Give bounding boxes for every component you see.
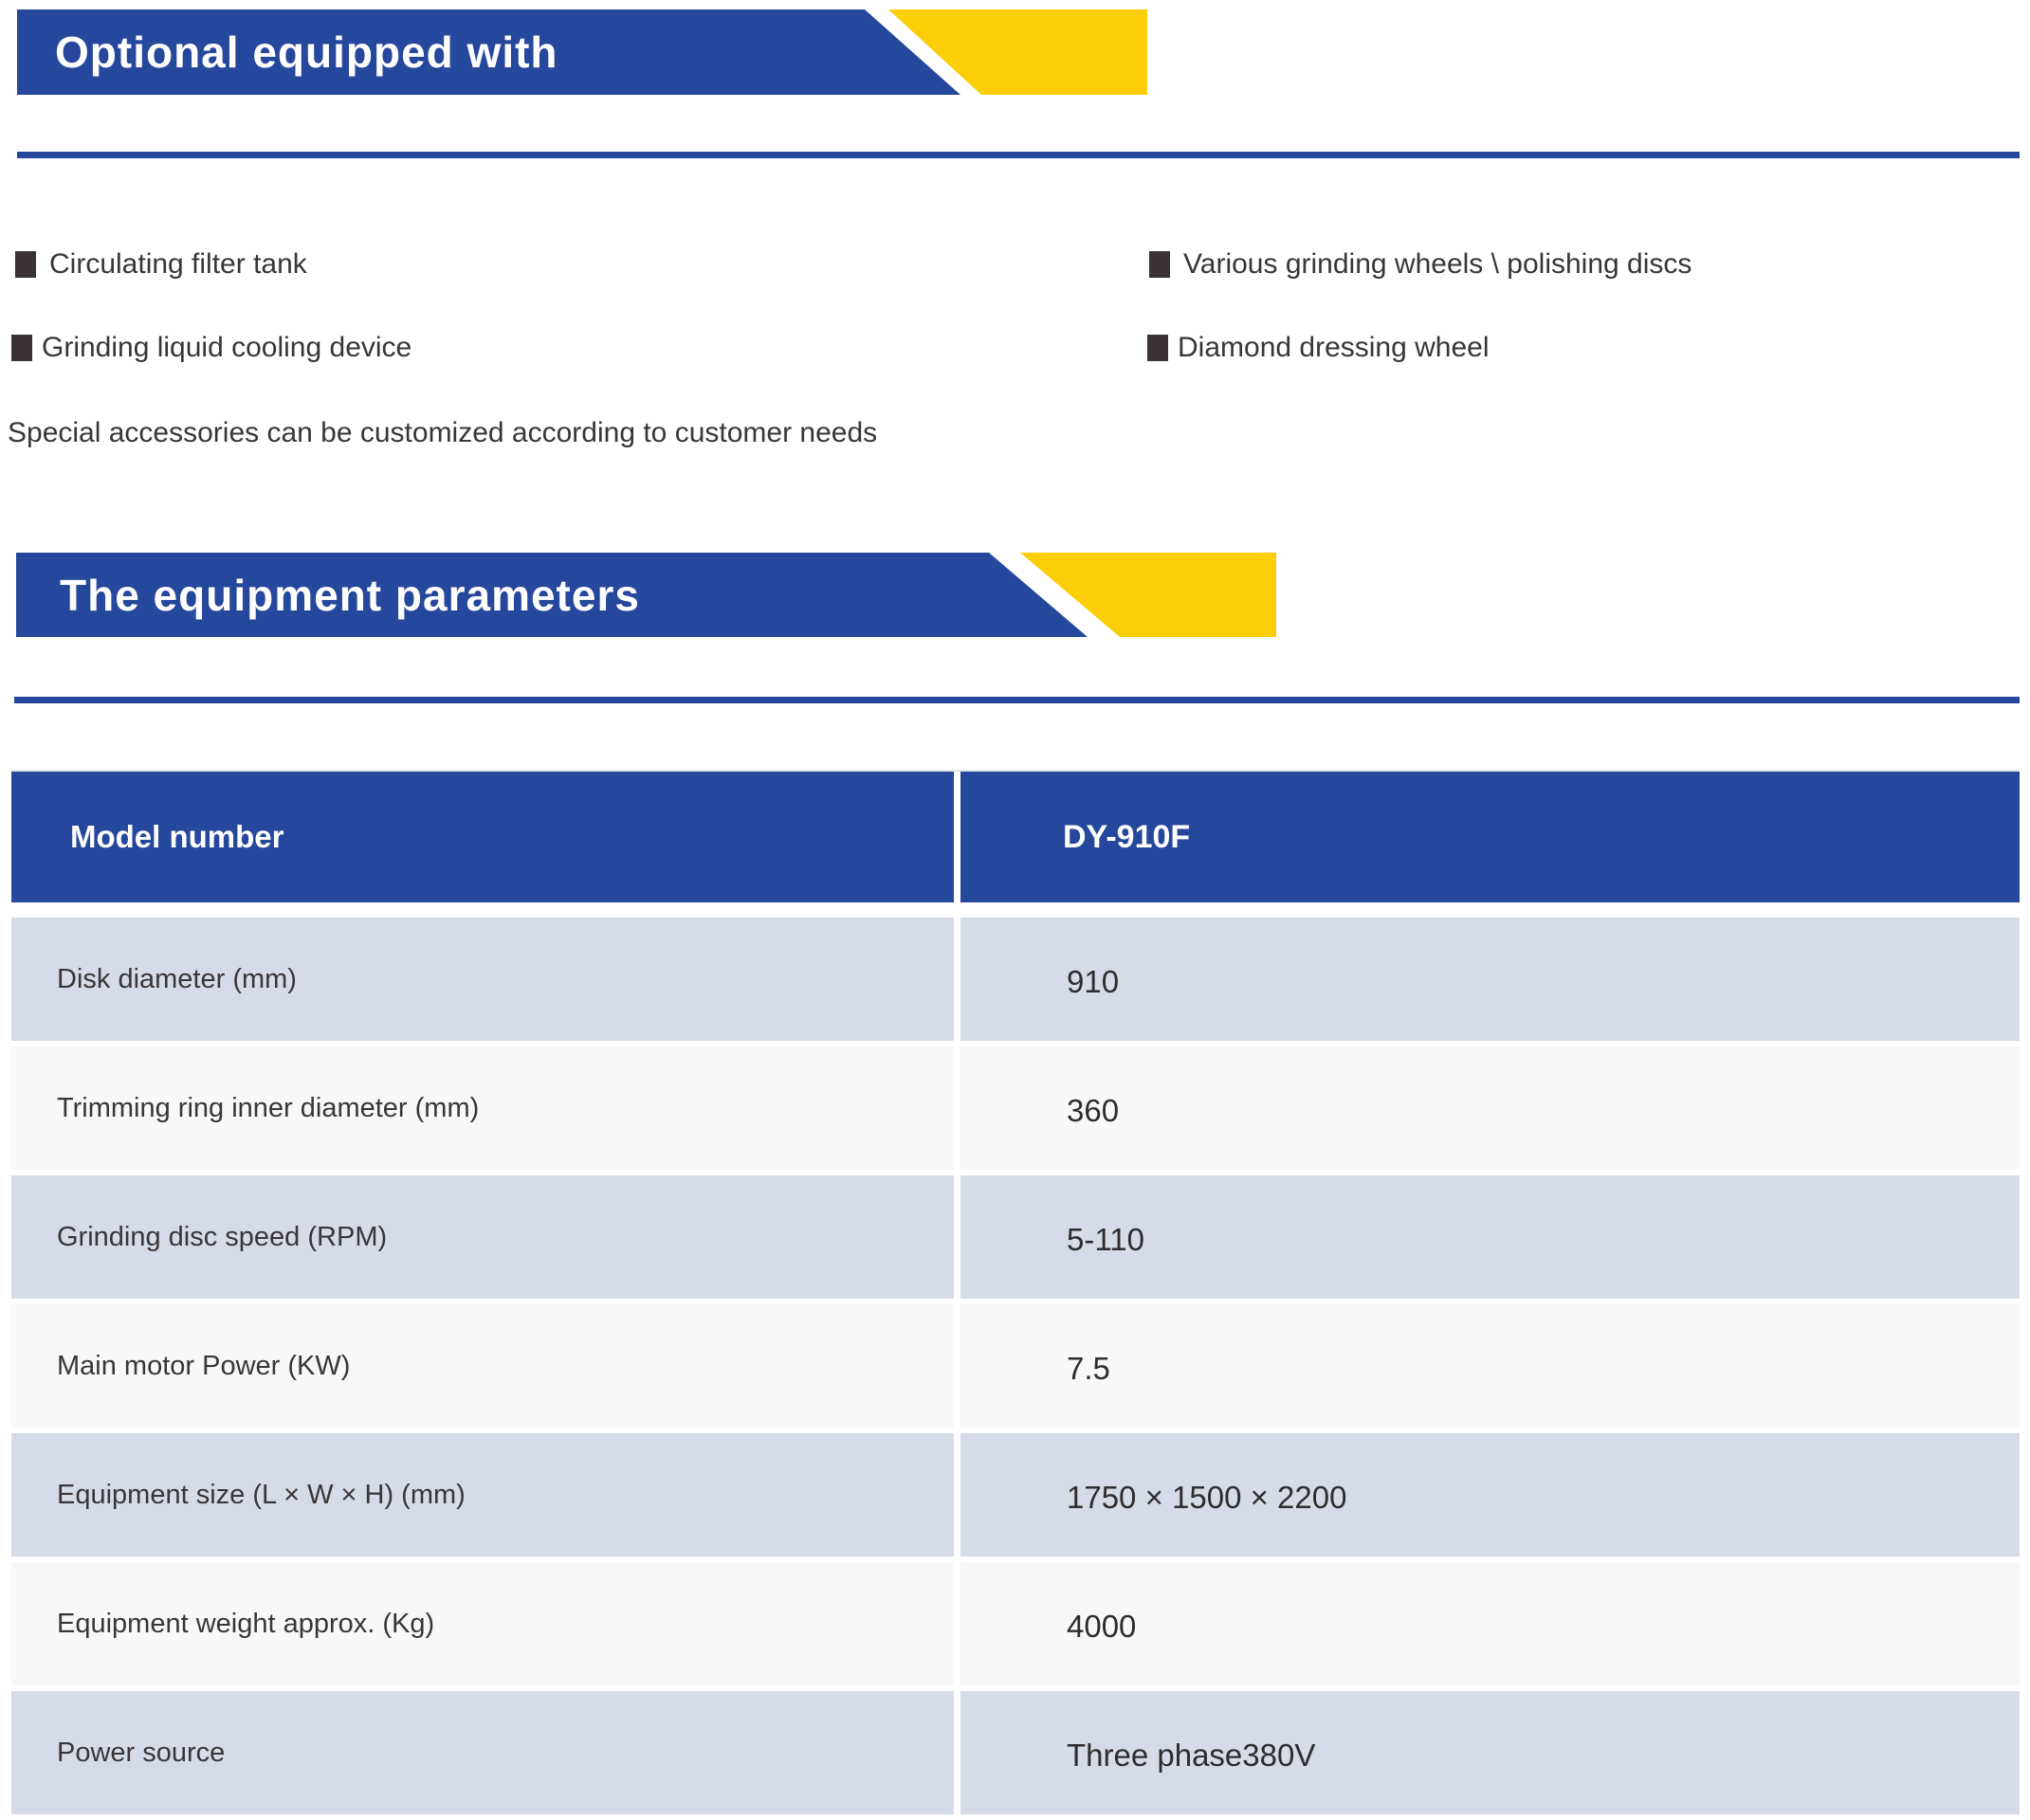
table-header-row: Model number DY-910F: [11, 770, 2020, 902]
bullet-square-icon: [1149, 251, 1170, 278]
option-label: Grinding liquid cooling device: [42, 332, 412, 363]
table-row: Equipment weight approx. (Kg) 4000: [11, 1562, 2020, 1685]
customization-note: Special accessories can be customized ac…: [8, 417, 878, 448]
section-banner-parameters: The equipment parameters: [16, 553, 1277, 637]
row-value: 360: [960, 1046, 2020, 1170]
option-item: Grinding liquid cooling device: [11, 332, 411, 364]
row-label: Equipment weight approx. (Kg): [11, 1562, 954, 1685]
table-row: Trimming ring inner diameter (mm) 360: [11, 1046, 2020, 1170]
option-item: Circulating filter tank: [15, 248, 307, 281]
row-label: Trimming ring inner diameter (mm): [11, 1046, 954, 1170]
parameters-table: Model number DY-910F Disk diameter (mm) …: [11, 770, 2020, 1820]
banner-blue-shape: Optional equipped with: [17, 9, 960, 95]
option-item: Various grinding wheels \ polishing disc…: [1149, 248, 1692, 281]
row-value: 1750 × 1500 × 2200: [960, 1433, 2020, 1556]
table-row: Disk diameter (mm) 910: [11, 918, 2020, 1041]
bullet-square-icon: [11, 335, 32, 361]
row-value: Three phase380V: [960, 1691, 2020, 1814]
table-header-model-value: DY-910F: [960, 772, 2020, 902]
option-label: Diamond dressing wheel: [1178, 332, 1490, 363]
table-row: Grinding disc speed (RPM) 5-110: [11, 1175, 2020, 1299]
table-header-model-label: Model number: [11, 772, 954, 902]
bullet-square-icon: [15, 251, 36, 278]
row-value: 4000: [960, 1562, 2020, 1685]
row-label: Disk diameter (mm): [11, 918, 954, 1041]
option-label: Various grinding wheels \ polishing disc…: [1183, 248, 1692, 280]
banner-blue-shape: The equipment parameters: [16, 553, 1088, 637]
row-label: Main motor Power (KW): [11, 1304, 954, 1428]
row-value: 7.5: [960, 1304, 2020, 1428]
table-row: Main motor Power (KW) 7.5: [11, 1304, 2020, 1428]
option-label: Circulating filter tank: [49, 248, 307, 280]
row-label: Equipment size (L × W × H) (mm): [11, 1433, 954, 1556]
section-divider-rule: [14, 697, 2020, 703]
section-title-optional: Optional equipped with: [55, 27, 558, 77]
section-banner-optional: Optional equipped with: [17, 9, 1147, 95]
table-row: Power source Three phase380V: [11, 1691, 2020, 1814]
row-label: Grinding disc speed (RPM): [11, 1175, 954, 1299]
table-row: Equipment size (L × W × H) (mm) 1750 × 1…: [11, 1433, 2020, 1556]
row-value: 910: [960, 918, 2020, 1041]
row-value: 5-110: [960, 1175, 2020, 1299]
bullet-square-icon: [1147, 335, 1168, 361]
section-divider-rule: [17, 152, 2020, 158]
row-label: Power source: [11, 1691, 954, 1814]
option-item: Diamond dressing wheel: [1147, 332, 1490, 364]
section-title-parameters: The equipment parameters: [60, 570, 640, 620]
